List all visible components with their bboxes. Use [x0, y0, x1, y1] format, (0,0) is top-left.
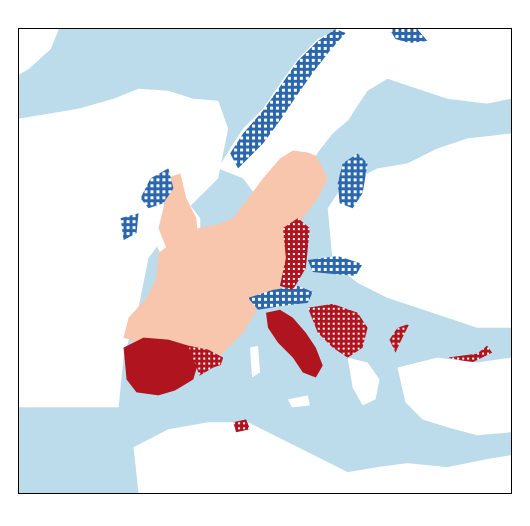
land-sardinia — [250, 345, 261, 378]
region-red-iberia — [123, 337, 199, 396]
region-red-east — [279, 218, 310, 290]
region-blue-alps — [248, 285, 313, 310]
region-blue-britain — [140, 168, 174, 209]
land-east — [327, 133, 511, 328]
map-frame — [18, 28, 512, 494]
region-light-sweden — [263, 150, 318, 199]
region-red-italy — [265, 309, 323, 378]
region-blue-norway — [230, 29, 346, 169]
europe-map — [19, 29, 511, 493]
land-iceland — [28, 78, 94, 109]
region-light-central — [123, 158, 328, 363]
land-sicily — [287, 395, 310, 408]
region-red-balkans — [307, 303, 368, 358]
land-north-africa — [133, 422, 511, 493]
region-blue-north — [389, 29, 428, 43]
region-blue-ireland — [120, 213, 139, 241]
region-blue-finland — [337, 153, 368, 209]
region-red-tunisia — [233, 419, 251, 433]
land-greece — [347, 357, 380, 406]
land-anatolia — [397, 357, 511, 436]
region-red-blacksea — [389, 323, 493, 363]
region-blue-carpathians — [307, 256, 363, 276]
sea-black — [387, 319, 488, 358]
